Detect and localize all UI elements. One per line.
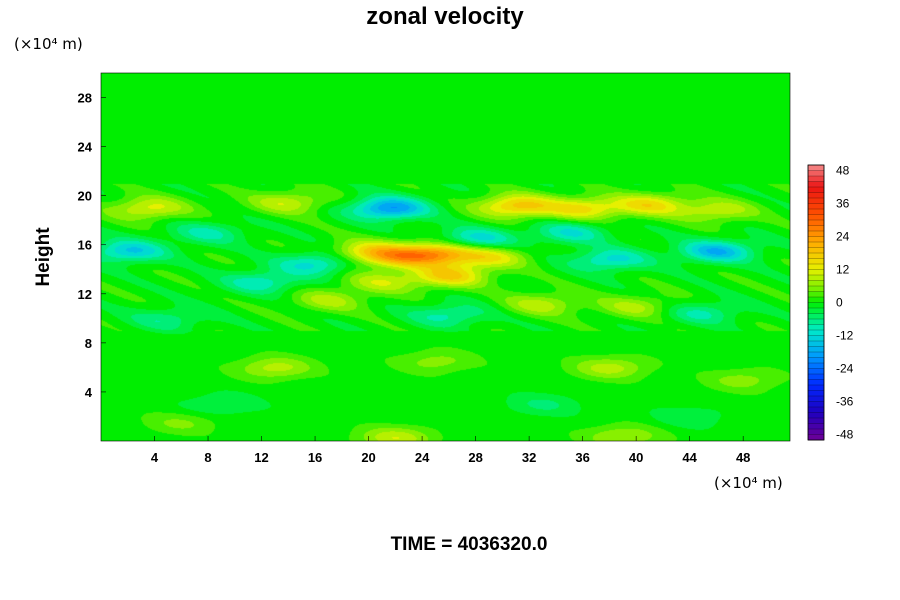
y-tick-label: 20 xyxy=(78,189,92,204)
colorbar-segment xyxy=(807,186,825,193)
colorbar-segment xyxy=(807,395,825,402)
heatmap-field-wrapper xyxy=(101,73,790,441)
colorbar-segment xyxy=(807,302,825,309)
x-tick-label: 36 xyxy=(575,450,589,465)
colorbar-frame xyxy=(807,164,825,441)
colorbar: 48 36 24 12 0 -12 -24 -36 -48 xyxy=(807,164,854,442)
colorbar-segment xyxy=(807,324,825,331)
x-tick-label: 48 xyxy=(736,450,750,465)
colorbar-segment xyxy=(807,230,825,237)
colorbar-segment xyxy=(807,192,825,199)
colorbar-segment xyxy=(807,274,825,281)
colorbar-segment xyxy=(807,291,825,298)
colorbar-segment xyxy=(807,362,825,369)
x-tick-label: 8 xyxy=(204,450,211,465)
colorbar-tick-label: 24 xyxy=(836,230,850,244)
colorbar-segment xyxy=(807,203,825,210)
colorbar-segment xyxy=(807,225,825,232)
heatmap-field xyxy=(101,73,790,441)
colorbar-segment xyxy=(807,384,825,391)
y-tick-label: 8 xyxy=(85,336,92,351)
colorbar-segment xyxy=(807,164,825,171)
time-label: TIME = 4036320.0 xyxy=(391,534,548,555)
x-ticks: 4 8 12 16 20 24 28 32 36 40 44 48 xyxy=(151,436,750,465)
colorbar-segment xyxy=(807,318,825,325)
y-tick-label: 12 xyxy=(78,287,92,302)
y-tick-label: 24 xyxy=(78,140,93,155)
y-tick-label: 16 xyxy=(78,238,92,253)
y-axis-unit: (×10⁴ m) xyxy=(14,35,83,53)
colorbar-segment xyxy=(807,263,825,270)
colorbar-segment xyxy=(807,170,825,177)
colorbar-segment xyxy=(807,208,825,215)
colorbar-segment xyxy=(807,307,825,314)
colorbar-tick-label: -36 xyxy=(836,395,854,409)
colorbar-segment xyxy=(807,412,825,419)
colorbar-segment xyxy=(807,214,825,221)
x-axis-unit: (×10⁴ m) xyxy=(714,474,783,492)
colorbar-segment xyxy=(807,406,825,413)
x-tick-label: 40 xyxy=(629,450,643,465)
colorbar-segment xyxy=(807,335,825,342)
colorbar-segment xyxy=(807,280,825,287)
colorbar-tick-label: 36 xyxy=(836,197,850,211)
colorbar-segment xyxy=(807,357,825,364)
colorbar-tick-label: 48 xyxy=(836,164,850,178)
colorbar-tick-label: -48 xyxy=(836,428,854,442)
colorbar-segment xyxy=(807,181,825,188)
colorbar-segment xyxy=(807,368,825,375)
x-tick-label: 28 xyxy=(468,450,482,465)
colorbar-segment xyxy=(807,401,825,408)
x-tick-label: 32 xyxy=(522,450,536,465)
x-tick-label: 24 xyxy=(415,450,430,465)
colorbar-segment xyxy=(807,351,825,358)
colorbar-segment xyxy=(807,258,825,265)
plot-frame xyxy=(100,72,791,442)
colorbar-segment xyxy=(807,340,825,347)
colorbar-segment xyxy=(807,434,825,441)
colorbar-segment xyxy=(807,236,825,243)
colorbar-tick-label: 0 xyxy=(836,296,843,310)
colorbar-segment xyxy=(807,269,825,276)
colorbar-segment xyxy=(807,197,825,204)
y-ticks: 4 8 12 16 20 24 28 xyxy=(78,91,106,400)
x-tick-label: 20 xyxy=(361,450,375,465)
y-tick-label: 28 xyxy=(78,91,92,106)
colorbar-segment xyxy=(807,417,825,424)
colorbar-segment xyxy=(807,428,825,435)
colorbar-segment xyxy=(807,390,825,397)
colorbar-segment xyxy=(807,346,825,353)
colorbar-segment xyxy=(807,373,825,380)
colorbar-segment xyxy=(807,241,825,248)
y-axis-label: Height xyxy=(33,227,54,287)
x-tick-label: 16 xyxy=(308,450,322,465)
x-tick-label: 12 xyxy=(254,450,268,465)
colorbar-segment xyxy=(807,423,825,430)
x-tick-label: 4 xyxy=(151,450,159,465)
colorbar-segment xyxy=(807,379,825,386)
colorbar-segment xyxy=(807,285,825,292)
colorbar-segment xyxy=(807,247,825,254)
colorbar-segment xyxy=(807,296,825,303)
colorbar-segment xyxy=(807,175,825,182)
colorbar-segment xyxy=(807,313,825,320)
colorbar-segment xyxy=(807,219,825,226)
colorbar-segment xyxy=(807,252,825,259)
y-tick-label: 4 xyxy=(85,385,93,400)
colorbar-tick-label: -12 xyxy=(836,329,854,343)
colorbar-tick-label: -24 xyxy=(836,362,854,376)
chart-title: zonal velocity xyxy=(366,3,524,30)
colorbar-segment xyxy=(807,329,825,336)
colorbar-tick-label: 12 xyxy=(836,263,850,277)
x-tick-label: 44 xyxy=(682,450,697,465)
